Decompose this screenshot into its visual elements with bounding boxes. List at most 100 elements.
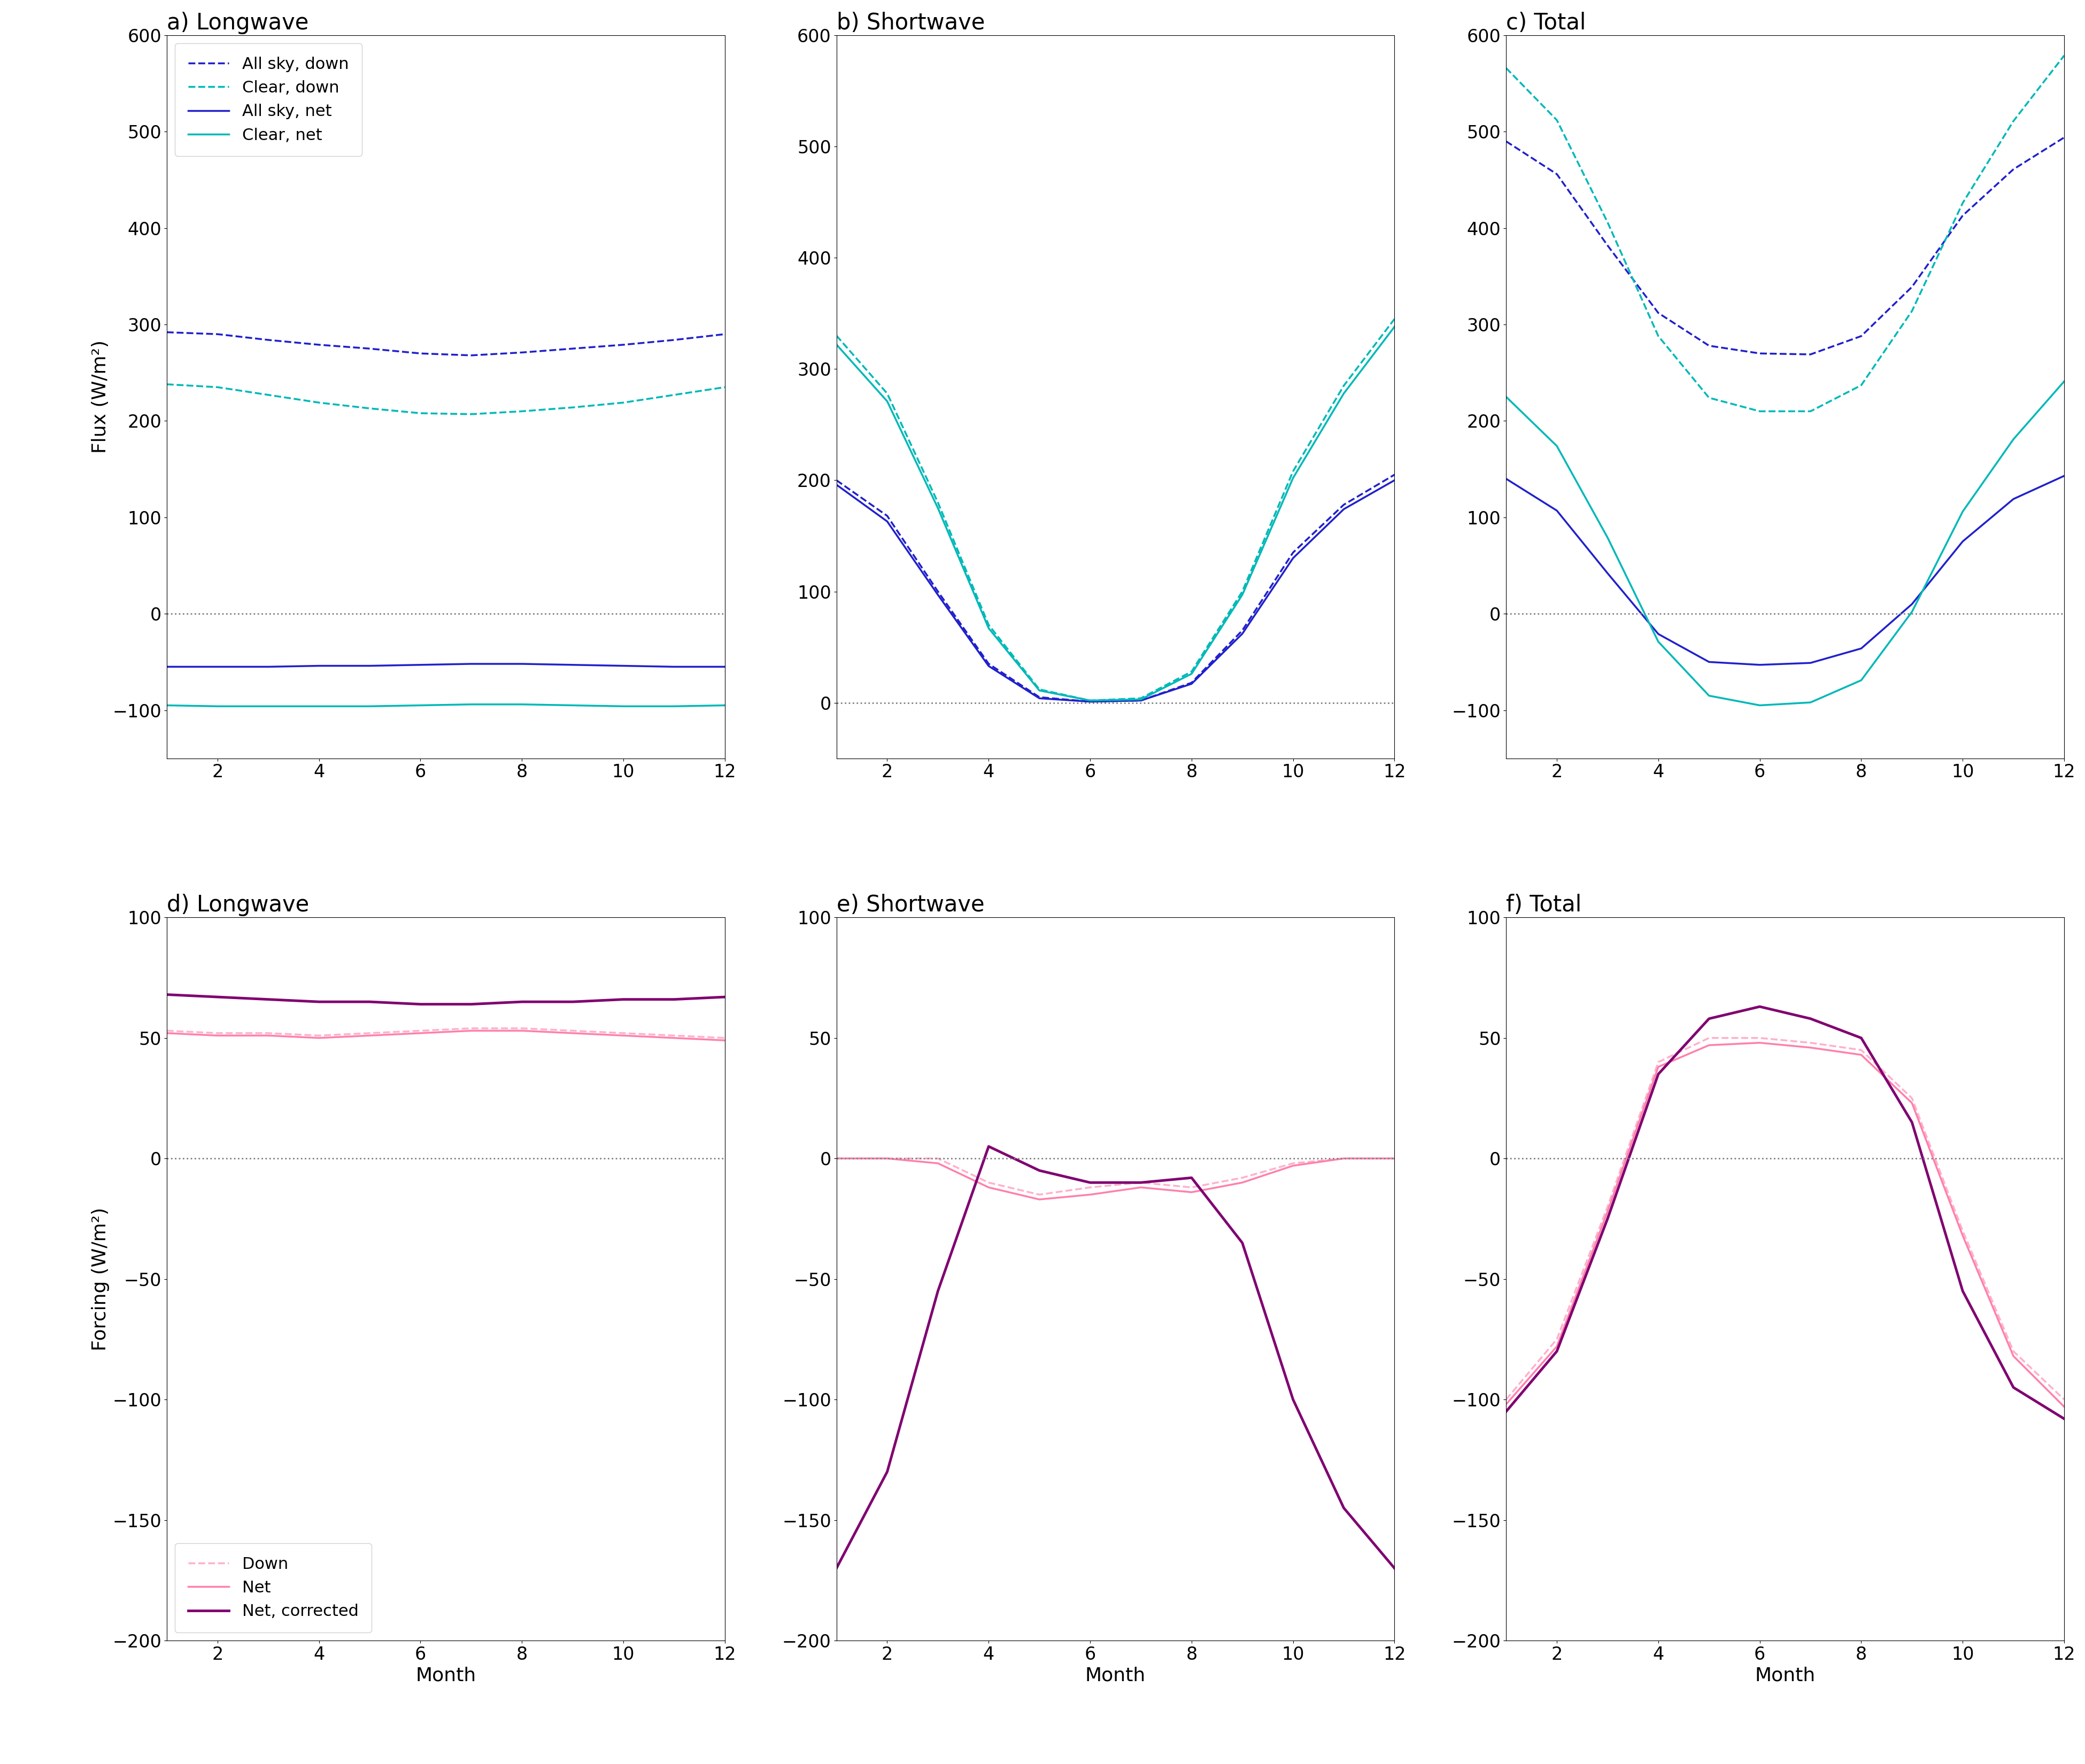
Net [509,1020,534,1041]
Clear, net [1545,436,1570,457]
Net, corrected [611,990,636,1011]
Down [2002,1341,2027,1362]
Clear, down [1280,460,1305,482]
Clear, net [1493,386,1518,407]
Line: Down: Down [1505,1037,2064,1399]
All sky, down [976,653,1001,674]
Net, corrected [1078,1171,1103,1192]
All sky, down [824,469,849,490]
Clear, net [1382,316,1407,337]
Clear, net [1280,467,1305,489]
Clear, net [204,695,229,716]
Net, corrected [306,991,332,1013]
Net [1697,1035,1722,1057]
Net [976,1177,1001,1198]
Net [2002,1346,2027,1367]
Clear, net [661,695,686,716]
Net [876,1148,901,1170]
Clear, down [1230,580,1255,602]
Clear, net [1595,527,1620,549]
All sky, net [459,653,484,674]
Down [1280,1152,1305,1173]
All sky, down [611,333,636,355]
All sky, net [357,654,382,676]
Down [154,1020,179,1041]
Down [1330,1148,1355,1170]
Clear, net [256,695,281,716]
Clear, net [1949,501,1974,522]
Net [1747,1032,1772,1053]
Clear, down [1330,376,1355,397]
Line: Down: Down [167,1028,726,1037]
All sky, down [357,339,382,360]
Line: All sky, down: All sky, down [1505,138,2064,355]
Clear, net [1747,695,1772,716]
Clear, down [1697,388,1722,409]
All sky, down [1078,691,1103,713]
All sky, net [1128,690,1153,711]
Clear, down [1493,58,1518,79]
Clear, down [1645,326,1670,348]
Clear, net [2052,370,2077,392]
All sky, down [2052,127,2077,148]
Line: Clear, net: Clear, net [167,704,726,706]
Down [661,1025,686,1046]
Clear, net [976,617,1001,639]
All sky, net [204,656,229,677]
Net, corrected [976,1136,1001,1157]
Net [1797,1037,1822,1058]
All sky, down [2002,159,2027,180]
Clear, down [204,376,229,397]
Clear, down [2052,44,2077,65]
Net [1849,1044,1874,1065]
Clear, down [1595,212,1620,233]
Text: f) Total: f) Total [1505,894,1583,916]
Line: Net, corrected: Net, corrected [836,1147,1395,1568]
Net [824,1148,849,1170]
Down [1382,1148,1407,1170]
Down [306,1025,332,1046]
All sky, down [1545,164,1570,185]
All sky, net [1645,623,1670,644]
Net, corrected [1747,997,1772,1018]
All sky, net [1697,651,1722,672]
Down [1899,1088,1924,1110]
Clear, down [976,614,1001,635]
Net [1028,1189,1053,1210]
Down [1645,1051,1670,1073]
Clear, net [824,333,849,355]
Line: Clear, net: Clear, net [836,326,1395,700]
Clear, net [154,695,179,716]
Clear, net [306,695,332,716]
All sky, net [1230,623,1255,644]
All sky, net [1595,563,1620,584]
Net [256,1025,281,1046]
Clear, net [1330,383,1355,404]
Text: b) Shortwave: b) Shortwave [836,12,984,34]
Y-axis label: Flux (W/m²): Flux (W/m²) [92,340,111,453]
All sky, down [256,330,281,351]
Net [713,1030,738,1051]
Down [1797,1032,1822,1053]
All sky, net [1899,593,1924,614]
Down [561,1020,586,1041]
Down [1493,1388,1518,1409]
All sky, net [1382,469,1407,490]
Clear, down [1545,109,1570,131]
Clear, down [1078,690,1103,711]
All sky, net [306,654,332,676]
Net, corrected [154,984,179,1005]
Clear, down [661,385,686,406]
Down [824,1148,849,1170]
All sky, down [1645,302,1670,323]
Line: All sky, down: All sky, down [836,475,1395,702]
Line: Net, corrected: Net, corrected [1505,1007,2064,1418]
All sky, down [1382,464,1407,485]
Line: Clear, down: Clear, down [167,385,726,415]
Clear, down [1128,688,1153,709]
Down [1230,1168,1255,1189]
All sky, net [1849,639,1874,660]
All sky, net [611,654,636,676]
Clear, down [713,376,738,397]
Net, corrected [409,993,434,1014]
